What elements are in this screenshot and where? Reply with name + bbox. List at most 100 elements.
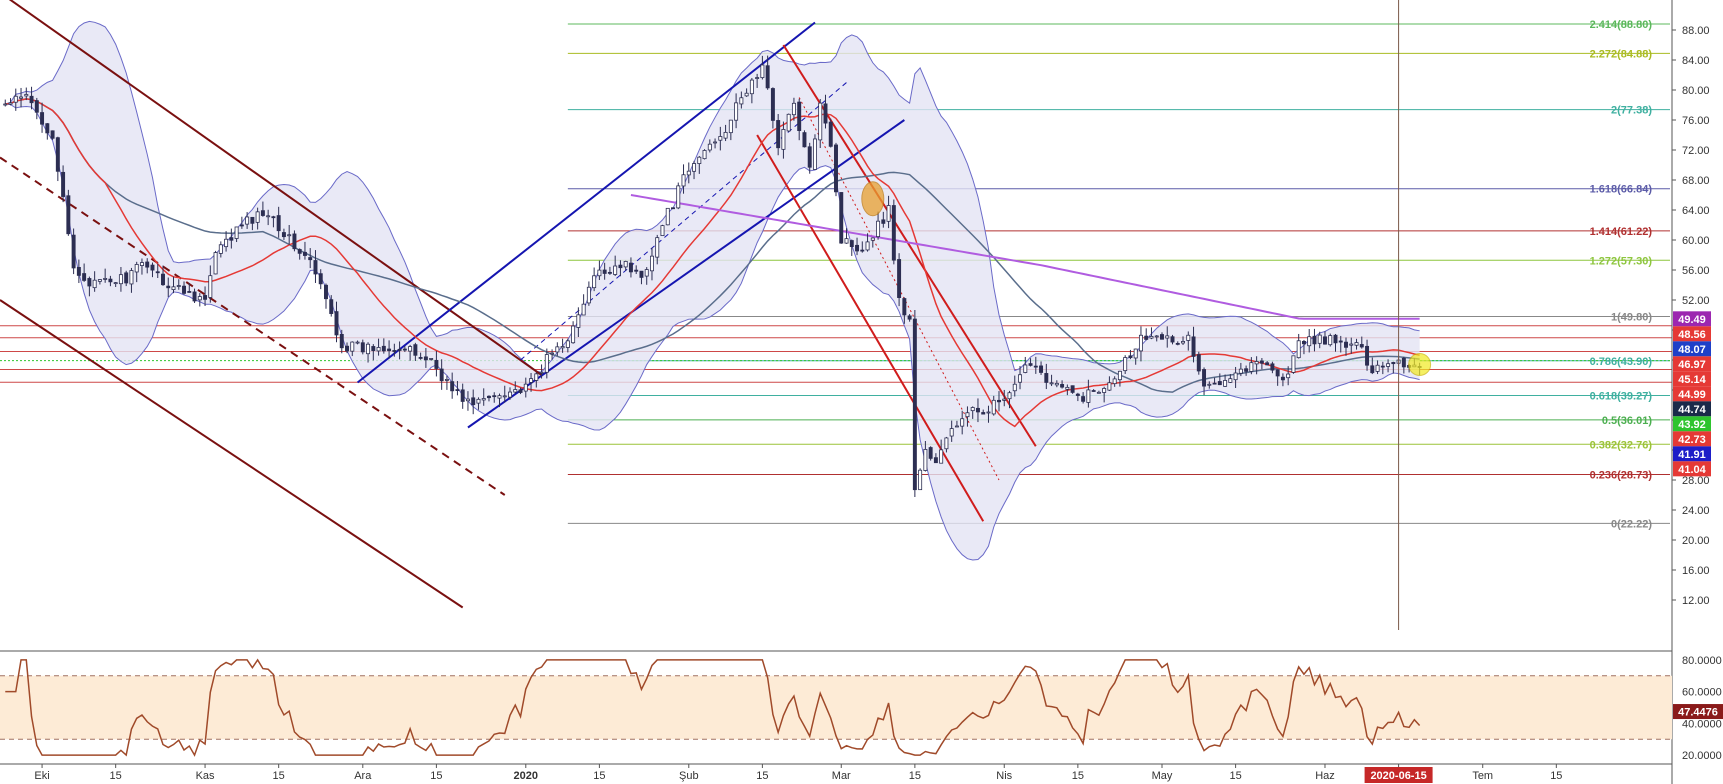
price-badge-label-0: 49.49 [1678, 314, 1706, 326]
candle-body-121 [639, 270, 644, 278]
candle-body-27 [145, 261, 150, 268]
candle-body-237 [1249, 362, 1254, 372]
price-badge-8 [1673, 431, 1711, 447]
candle-body-78 [413, 344, 418, 356]
time-axis[interactable]: Eki 15 Kas 15 Ara 15 2020 15 Şub 15 Mar 15 Nis 15 May 1… [34, 764, 1562, 783]
candle-body-7 [40, 112, 45, 125]
price-pane[interactable]: 2.414(88.80) 2.272(84.88) 2(77.38) 1.618(66… [0, 0, 1672, 609]
candle-body-209 [1102, 388, 1107, 393]
ma-200 [630, 194, 1420, 320]
candlesticks [3, 55, 1422, 498]
candle-body-95 [502, 395, 507, 398]
price-badge-4 [1673, 371, 1711, 387]
candle-body-192 [1012, 383, 1017, 392]
candle-body-134 [707, 143, 712, 151]
candle-body-195 [1028, 363, 1033, 366]
candle-body-115 [607, 271, 612, 274]
candle-body-106 [560, 346, 565, 349]
candle-body-221 [1165, 335, 1170, 339]
candle-body-248 [1307, 336, 1312, 347]
price-tick-label-8: 60.00 [1682, 235, 1710, 247]
candle-body-161 [849, 240, 854, 248]
fall-lower [756, 134, 985, 522]
fib-label-1: 2.272(84.88) [1590, 48, 1653, 60]
price-badges: 49.49 48.56 48.07 46.97 45.14 44.99 44.74 43.92… [1673, 311, 1711, 477]
candle-body-72 [381, 345, 386, 352]
candle-body-182 [960, 418, 965, 427]
candle-body-263 [1386, 363, 1391, 367]
candle-body-67 [355, 341, 360, 344]
candle-body-255 [1344, 341, 1348, 348]
candle-body-191 [1007, 392, 1012, 400]
candle-body-204 [1075, 393, 1080, 396]
candle-body-81 [429, 358, 434, 360]
time-tick-label-1: 15 [110, 770, 122, 782]
candle-body-19 [103, 278, 108, 280]
candle-body-264 [1391, 362, 1396, 365]
candle-body-142 [749, 79, 754, 95]
candle-body-85 [450, 381, 455, 392]
candle-body-177 [933, 457, 938, 464]
candle-body-111 [586, 286, 591, 304]
fib-label-0: 2.414(88.80) [1590, 19, 1653, 31]
candle-body-18 [97, 279, 102, 282]
candle-body-147 [776, 120, 781, 149]
candle-body-55 [292, 233, 297, 250]
candle-body-259 [1365, 345, 1370, 366]
ma-short [5, 98, 1420, 428]
time-tick-label-15: 15 [1229, 770, 1241, 782]
time-tick-label-19: 15 [1550, 770, 1562, 782]
candle-body-172 [907, 315, 912, 320]
rsi-pane[interactable] [0, 658, 1672, 757]
candle-body-73 [387, 348, 392, 352]
candle-body-103 [544, 354, 549, 373]
fibonacci-labels: 2.414(88.80) 2.272(84.88) 2(77.38) 1.618(66… [1590, 19, 1653, 530]
candle-body-20 [108, 278, 113, 283]
rsi-axis[interactable]: 80.0000 60.0000 40.0000 20.0000 47.4476 [1673, 655, 1723, 762]
fib-label-11: 0.236(28.73) [1590, 470, 1653, 482]
time-tick-label-16: Haz [1315, 770, 1335, 782]
candle-body-64 [339, 333, 344, 349]
candle-body-184 [970, 407, 975, 412]
candle-body-214 [1128, 355, 1133, 358]
price-tick-label-6: 68.00 [1682, 175, 1710, 187]
moving-averages [5, 98, 1420, 428]
price-tick-label-4: 76.00 [1682, 115, 1710, 127]
candle-body-12 [66, 195, 71, 235]
candle-body-150 [791, 102, 796, 116]
time-tick-label-9: 15 [756, 770, 768, 782]
fib-label-7: 0.786(43.90) [1590, 356, 1653, 368]
candle-body-16 [87, 278, 92, 287]
candle-body-126 [665, 207, 670, 226]
candle-body-38 [203, 295, 208, 300]
candle-body-229 [1207, 383, 1212, 386]
band-fill [5, 21, 1420, 561]
candle-body-151 [797, 101, 802, 132]
candle-body-240 [1265, 362, 1270, 366]
fib-label-8: 0.618(39.27) [1590, 390, 1653, 402]
candle-body-212 [1117, 370, 1122, 381]
price-tick-label-2: 84.00 [1682, 55, 1710, 67]
candle-body-17 [92, 279, 97, 289]
candle-body-165 [870, 237, 875, 241]
time-tick-label-8: Şub [679, 770, 699, 782]
price-badge-label-5: 44.99 [1678, 389, 1706, 401]
candle-body-25 [134, 264, 139, 273]
candle-body-176 [928, 447, 933, 459]
candle-body-206 [1086, 389, 1091, 403]
price-tick-label-20: 12.00 [1682, 595, 1710, 607]
candle-body-99 [523, 383, 528, 392]
price-tick-label-3: 80.00 [1682, 85, 1710, 97]
fib-label-12: 0(22.22) [1611, 518, 1652, 530]
candle-body-170 [897, 259, 902, 298]
candle-body-0 [3, 103, 8, 106]
candle-body-230 [1212, 382, 1217, 385]
candle-body-181 [954, 425, 959, 428]
candle-body-262 [1380, 365, 1385, 368]
rsi-tick-label-3: 20.0000 [1682, 750, 1722, 762]
candle-body-36 [192, 291, 197, 302]
candle-body-28 [150, 264, 155, 271]
candle-body-94 [497, 395, 502, 399]
candle-body-46 [245, 216, 250, 225]
